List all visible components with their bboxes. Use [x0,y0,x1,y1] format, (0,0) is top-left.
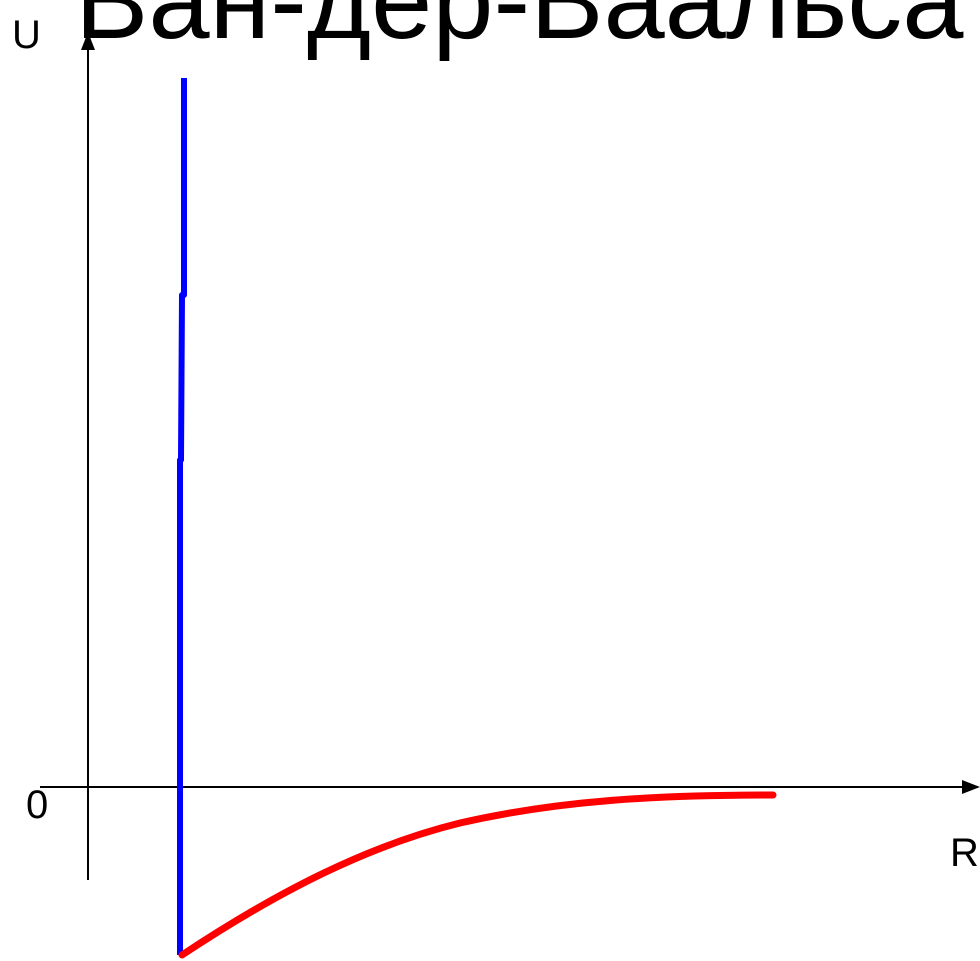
x-axis-label: R [950,831,979,875]
repulsive-wall-curve [177,78,187,955]
origin-label: 0 [26,783,48,827]
attractive-well-curve [178,791,777,959]
y-axis-arrow-icon [81,32,95,50]
diagram-title: Ван-дер-Ваальса [75,0,964,62]
x-axis-arrow-icon [962,780,980,794]
y-axis-label: U [12,13,41,57]
